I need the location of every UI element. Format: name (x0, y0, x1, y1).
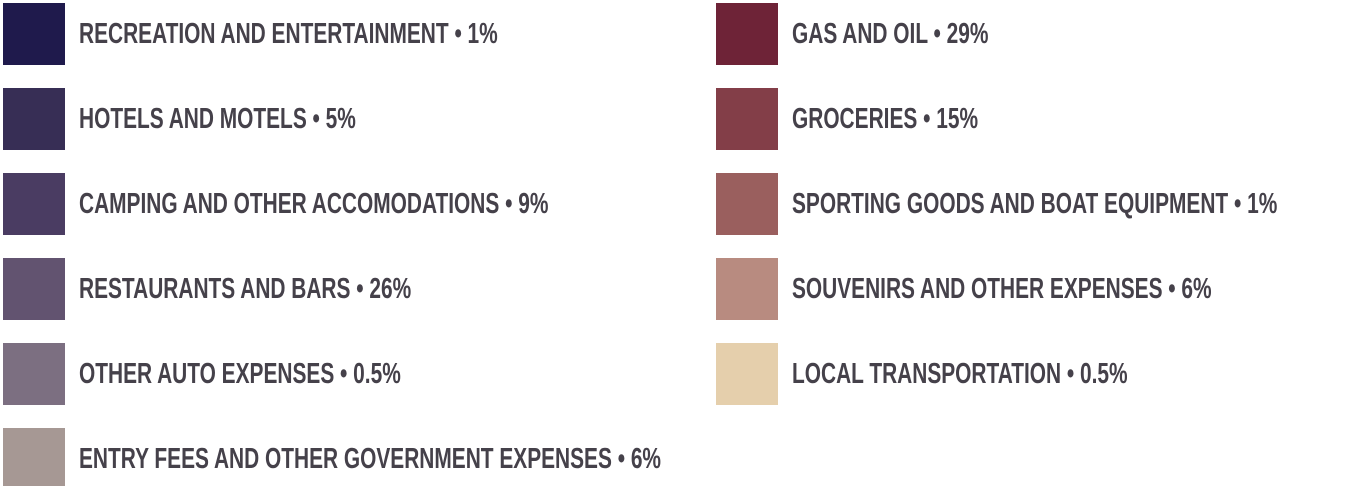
legend-label: ENTRY FEES AND OTHER GOVERNMENT EXPENSES… (79, 443, 662, 475)
legend-label: GROCERIES • 15% (792, 103, 979, 135)
legend-swatch (3, 343, 65, 405)
legend-label: OTHER AUTO EXPENSES • 0.5% (79, 358, 401, 390)
legend-label: SPORTING GOODS AND BOAT EQUIPMENT • 1% (792, 188, 1278, 220)
legend-swatch (3, 428, 65, 486)
legend-swatch (3, 258, 65, 320)
legend-swatch (3, 173, 65, 235)
legend-swatch (716, 173, 778, 235)
legend-swatch (716, 88, 778, 150)
legend-label: GAS AND OIL • 29% (792, 18, 989, 50)
legend-swatch (716, 343, 778, 405)
legend-swatch (3, 3, 65, 65)
legend-swatch (716, 258, 778, 320)
legend-swatch (3, 88, 65, 150)
legend-label: LOCAL TRANSPORTATION • 0.5% (792, 358, 1128, 390)
legend-label: SOUVENIRS AND OTHER EXPENSES • 6% (792, 273, 1212, 305)
legend-label: RESTAURANTS AND BARS • 26% (79, 273, 412, 305)
legend-label: HOTELS AND MOTELS • 5% (79, 103, 356, 135)
legend-label: RECREATION AND ENTERTAINMENT • 1% (79, 18, 498, 50)
legend-swatch (716, 3, 778, 65)
legend-label: CAMPING AND OTHER ACCOMODATIONS • 9% (79, 188, 549, 220)
